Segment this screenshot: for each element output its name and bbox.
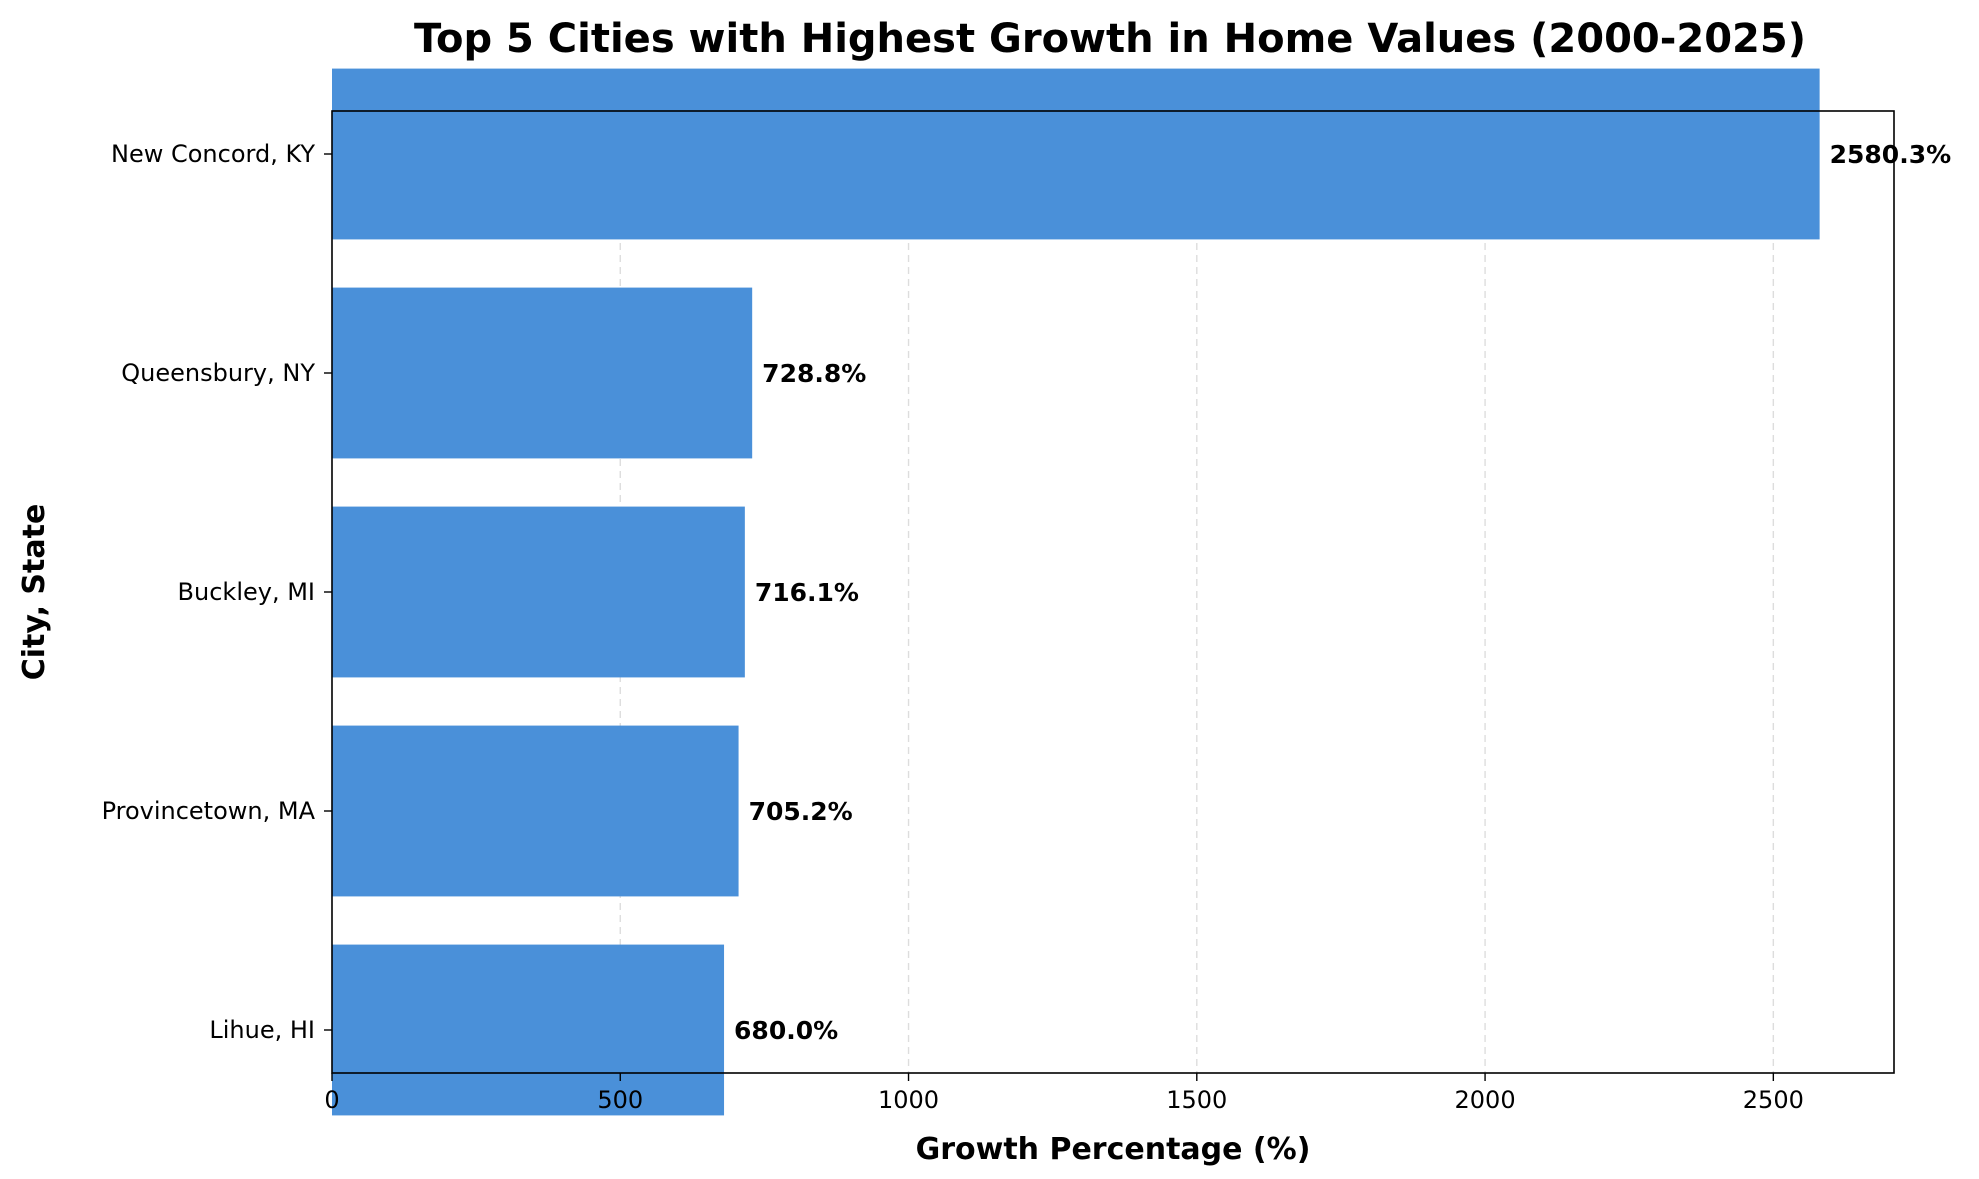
x-tick-label: 1500 (1166, 1086, 1227, 1114)
bar (332, 725, 739, 897)
y-tick-label: Queensbury, NY (121, 359, 315, 387)
chart-title: Top 5 Cities with Highest Growth in Home… (414, 16, 1806, 62)
bar (332, 68, 1820, 240)
x-tick-label: 2000 (1455, 1086, 1516, 1114)
x-tick-label: 2500 (1743, 1086, 1804, 1114)
x-tick-label: 1000 (878, 1086, 939, 1114)
bar (332, 944, 725, 1116)
bars: 2580.3% 728.8% 716.1% 705.2% 680.0% (332, 68, 1952, 1116)
x-axis-label: Growth Percentage (%) (916, 1132, 1311, 1167)
bar (332, 287, 753, 459)
y-tick-label: Buckley, MI (178, 578, 315, 606)
x-tick-label: 500 (597, 1086, 643, 1114)
y-axis-label: City, State (17, 504, 52, 681)
value-label: 2580.3% (1830, 140, 1952, 169)
y-axis-ticks: New Concord, KY Queensbury, NY Buckley, MI… (102, 140, 332, 1044)
y-tick-label: Provincetown, MA (102, 797, 316, 825)
value-label: 680.0% (734, 1016, 838, 1045)
value-label: 728.8% (762, 359, 866, 388)
bar (332, 506, 745, 678)
value-label: 705.2% (749, 797, 853, 826)
value-label: 716.1% (755, 578, 859, 607)
x-tick-label: 0 (324, 1086, 339, 1114)
y-tick-label: Lihue, HI (209, 1016, 315, 1044)
y-tick-label: New Concord, KY (111, 140, 315, 168)
x-axis-ticks: 0 500 1000 1500 2000 2500 (324, 1073, 1804, 1114)
